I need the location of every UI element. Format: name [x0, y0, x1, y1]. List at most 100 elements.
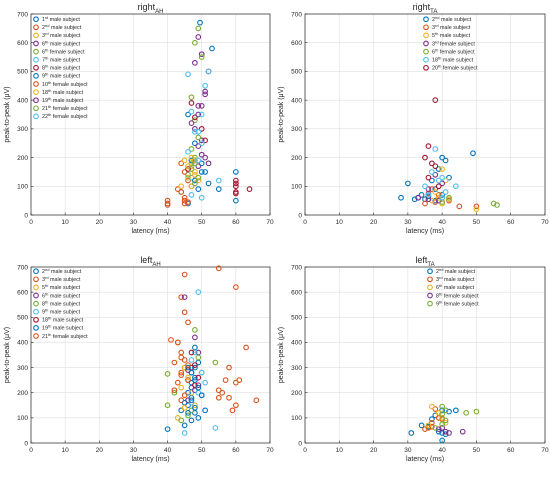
y-axis-label: peak-to-peak (μV): [4, 86, 11, 142]
legend-marker: [33, 24, 39, 31]
data-point: [195, 25, 202, 32]
y-axis-label: peak-to-peak (μV): [278, 86, 285, 142]
data-point: [192, 374, 198, 381]
data-point: [195, 415, 202, 421]
y-tick-label: 500: [17, 69, 28, 76]
legend-ordinal: th: [439, 299, 442, 304]
data-point: [181, 157, 188, 164]
legend-ordinal: th: [48, 96, 51, 101]
legend-marker: [33, 40, 39, 47]
legend-entry: 7th male subject: [42, 55, 81, 64]
legend-number: 18: [42, 90, 48, 96]
data-point: [195, 384, 202, 391]
legend-entry: 3rd female subject: [432, 39, 475, 48]
data-point: [192, 362, 198, 368]
y-tick-label: 400: [291, 97, 302, 104]
data-point: [439, 166, 445, 172]
data-point: [195, 382, 202, 389]
data-point: [198, 126, 205, 132]
legend-number: 18: [432, 58, 438, 64]
legend-entry: 21th female subject: [42, 104, 88, 113]
data-point: [439, 403, 445, 410]
x-axis-label: latency (ms): [131, 228, 169, 235]
data-point: [192, 349, 198, 356]
data-point: [432, 97, 439, 103]
x-tick-label: 0: [29, 447, 33, 454]
data-point: [192, 128, 198, 135]
legend-description: female subject: [51, 334, 88, 340]
data-point: [198, 54, 205, 60]
data-point: [195, 103, 202, 109]
legend-number: 2: [436, 269, 439, 275]
x-axis-label: latency (ms): [406, 456, 444, 463]
data-point: [456, 203, 463, 210]
data-point: [185, 166, 191, 172]
legend-ordinal: st: [45, 15, 49, 20]
panel-title: leftAH: [140, 255, 160, 268]
legend-ordinal: rd: [435, 23, 439, 28]
y-tick-label: 500: [291, 69, 302, 76]
data-point: [185, 409, 191, 416]
legend-entry: 22th female subject: [42, 112, 88, 121]
data-point: [439, 437, 445, 444]
legend-ordinal: nd: [435, 15, 439, 20]
legend-number: 19: [42, 326, 48, 332]
x-tick-label: 20: [96, 447, 104, 454]
data-point: [192, 140, 198, 147]
data-point: [195, 174, 202, 181]
y-axis-label: peak-to-peak (μV): [4, 327, 11, 383]
data-point: [188, 108, 195, 115]
data-point: [429, 416, 435, 422]
x-tick-label: 40: [164, 219, 172, 226]
panel-title-main: left: [140, 255, 153, 265]
data-point: [188, 157, 195, 164]
y-tick-label: 300: [17, 365, 28, 372]
data-point: [243, 344, 249, 351]
legend-number: 3: [42, 277, 45, 283]
data-point: [178, 294, 185, 301]
legend-ordinal: th: [45, 71, 48, 76]
legend-ordinal: th: [48, 112, 51, 117]
legend-number: 7: [42, 58, 45, 64]
data-point: [185, 362, 191, 368]
data-point: [432, 186, 439, 193]
data-point: [188, 163, 195, 170]
data-point: [178, 160, 185, 167]
series-8: [164, 189, 191, 208]
data-point: [236, 377, 243, 383]
x-tick-label: 10: [336, 447, 344, 454]
data-point: [188, 183, 195, 190]
x-tick-label: 70: [541, 447, 549, 454]
legend-marker: [423, 40, 429, 47]
data-point: [202, 88, 208, 95]
panel-title-main: right: [413, 2, 431, 12]
data-point: [432, 189, 439, 195]
x-tick-label: 50: [473, 447, 481, 454]
legend-marker: [33, 333, 39, 339]
data-point: [422, 426, 428, 433]
data-point: [181, 309, 188, 316]
data-point: [233, 402, 239, 409]
y-tick-label: 400: [291, 340, 302, 347]
x-tick-label: 0: [303, 447, 307, 454]
data-point: [229, 407, 236, 414]
y-tick-label: 0: [298, 212, 302, 219]
legend-entry: 19th male subject: [42, 323, 84, 332]
legend-number: 3: [42, 33, 45, 39]
legend-marker: [427, 276, 433, 283]
legend-description: male subject: [48, 285, 80, 291]
data-point: [398, 194, 404, 201]
x-tick-label: 10: [336, 219, 344, 226]
legend-ordinal: rd: [435, 39, 439, 44]
legend-marker: [33, 32, 39, 39]
series-8: [171, 339, 191, 404]
x-tick-label: 60: [232, 447, 240, 454]
data-point: [192, 126, 198, 132]
data-point: [435, 426, 442, 433]
data-point: [195, 134, 202, 141]
panel-title-subscript: AH: [152, 262, 160, 268]
panel-title: rightAH: [138, 2, 164, 15]
